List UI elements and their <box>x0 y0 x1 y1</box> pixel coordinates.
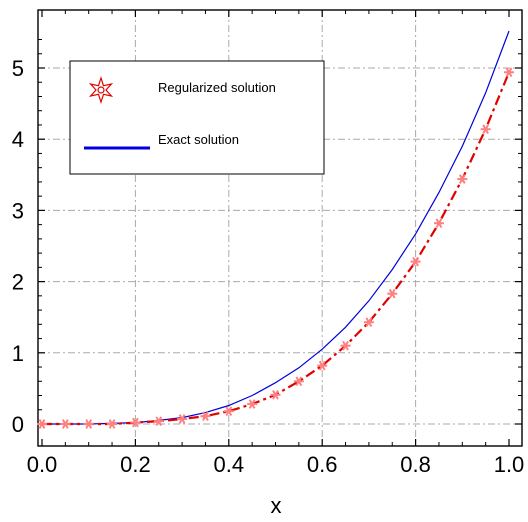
regularized-marker <box>387 288 398 299</box>
x-tick-label: 0.4 <box>214 452 245 477</box>
legend-star-outline <box>88 76 114 104</box>
regularized-marker <box>247 399 258 409</box>
regularized-marker-center <box>507 70 511 75</box>
regularized-marker <box>363 317 374 328</box>
plot-frame <box>37 9 523 447</box>
regularized-marker <box>60 419 71 429</box>
regularized-marker-center <box>133 420 138 425</box>
x-tick-label: 0.2 <box>120 452 151 477</box>
regularized-marker-center <box>226 409 231 414</box>
regularized-marker <box>83 419 94 429</box>
regularized-marker <box>457 174 468 184</box>
regularized-marker <box>410 256 421 267</box>
x-tick-label: 1.0 <box>494 452 525 477</box>
regularized-marker <box>480 124 491 135</box>
regularized-marker <box>504 67 514 78</box>
regularized-marker-center <box>203 414 208 419</box>
regularized-marker-center <box>180 417 185 422</box>
regularized-marker-center <box>63 422 68 426</box>
y-tick-label: 3 <box>12 198 24 223</box>
regularized-marker-center <box>156 419 161 424</box>
regularized-marker <box>200 411 211 421</box>
regularized-marker <box>37 419 47 429</box>
regularized-marker <box>153 416 164 426</box>
regularized-marker <box>270 389 281 400</box>
regularized-marker <box>107 419 118 429</box>
regularized-marker-center <box>483 127 488 132</box>
legend-star-center <box>97 86 105 94</box>
y-tick-label: 0 <box>12 412 24 437</box>
legend-star-marker <box>88 76 114 104</box>
y-tick-label: 5 <box>12 56 24 81</box>
regularized-marker <box>433 218 444 229</box>
x-tick-label: 0.8 <box>400 452 431 477</box>
regularized-marker-center <box>40 422 44 426</box>
regularized-marker <box>293 376 304 387</box>
legend-label-regularized: Regularized solution <box>158 80 276 95</box>
regularized-marker-center <box>390 291 395 296</box>
regularized-marker-center <box>366 320 371 325</box>
regularized-marker-center <box>110 422 115 426</box>
legend: Regularized solution Exact solution <box>69 60 325 175</box>
y-tick-label: 4 <box>12 127 24 152</box>
y-tick-label: 1 <box>12 341 24 366</box>
regularized-marker <box>130 417 141 428</box>
x-axis-title: x <box>271 493 282 518</box>
regularized-marker-center <box>273 392 278 397</box>
regularized-marker-center <box>320 363 325 368</box>
axis-ticks: 0.0 0.2 0.4 0.6 0.8 1.0 0 1 2 3 4 5 <box>12 10 525 477</box>
x-tick-label: 0.0 <box>27 452 58 477</box>
legend-box <box>69 60 325 175</box>
regularized-marker <box>317 360 328 371</box>
regularized-marker <box>340 340 351 351</box>
regularized-marker-center <box>413 259 418 264</box>
regularized-marker <box>223 406 234 417</box>
regularized-marker-center <box>296 379 301 384</box>
legend-label-exact: Exact solution <box>158 132 239 147</box>
regularized-marker-center <box>86 422 91 426</box>
series-layer <box>37 30 514 429</box>
x-tick-label: 0.6 <box>307 452 338 477</box>
regularized-marker-center <box>250 402 255 407</box>
regularized-marker-center <box>436 221 441 226</box>
regularized-marker <box>177 414 188 424</box>
y-tick-label: 2 <box>12 270 24 295</box>
regularized-marker-center <box>343 343 348 348</box>
regularized-marker-center <box>460 177 465 182</box>
